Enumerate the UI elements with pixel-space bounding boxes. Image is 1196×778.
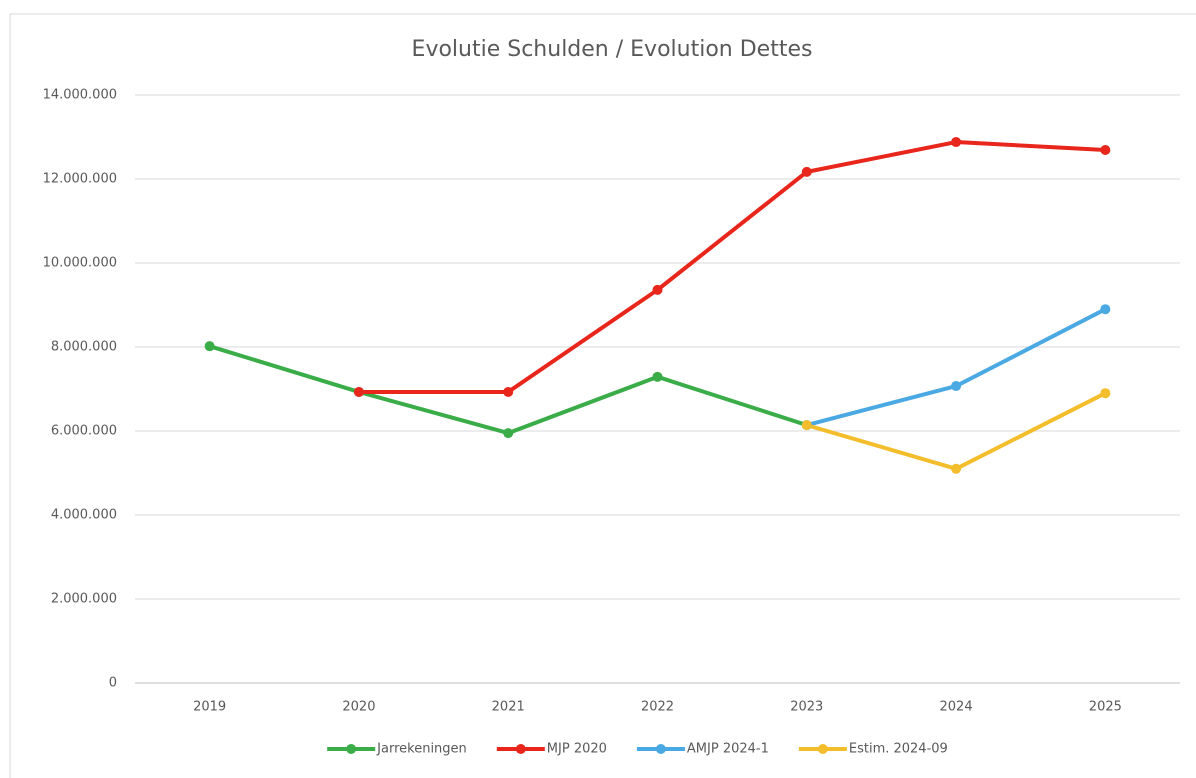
x-tick-label: 2020	[342, 700, 375, 715]
y-tick-label: 10.000.000	[43, 256, 117, 271]
x-tick-label: 2023	[790, 700, 823, 715]
marker	[503, 386, 514, 397]
marker	[353, 386, 364, 397]
x-tick-label: 2024	[940, 700, 973, 715]
legend-label: Estim. 2024-09	[849, 742, 948, 757]
x-tick-label: 2019	[193, 700, 226, 715]
marker	[1100, 145, 1111, 156]
legend-marker	[655, 744, 666, 754]
legend-label: Jarrekeningen	[376, 742, 467, 757]
y-tick-label: 12.000.000	[43, 172, 117, 187]
marker	[951, 137, 962, 148]
marker	[801, 166, 812, 177]
legend-marker	[346, 744, 357, 754]
marker	[951, 381, 962, 392]
marker	[652, 371, 663, 382]
legend-marker	[817, 744, 828, 754]
y-tick-label: 14.000.000	[43, 88, 117, 103]
legend-label: MJP 2020	[547, 742, 607, 757]
y-tick-label: 2.000.000	[51, 592, 117, 607]
y-tick-label: 0	[109, 676, 117, 691]
y-tick-label: 8.000.000	[51, 340, 117, 355]
y-tick-label: 6.000.000	[51, 424, 117, 439]
marker	[1100, 388, 1111, 399]
marker	[951, 463, 962, 474]
marker	[204, 341, 215, 352]
marker	[652, 284, 663, 295]
series-line	[358, 140, 1106, 394]
x-tick-label: 2025	[1089, 700, 1122, 715]
marker	[503, 428, 514, 439]
marker	[801, 420, 812, 431]
legend-label: AMJP 2024-1	[687, 742, 769, 757]
x-tick-label: 2022	[641, 700, 674, 715]
chart-title: Evolutie Schulden / Evolution Dettes	[412, 37, 813, 62]
legend-marker	[515, 744, 526, 754]
y-tick-label: 4.000.000	[51, 508, 117, 523]
x-tick-label: 2021	[492, 700, 525, 715]
marker	[1100, 304, 1111, 315]
